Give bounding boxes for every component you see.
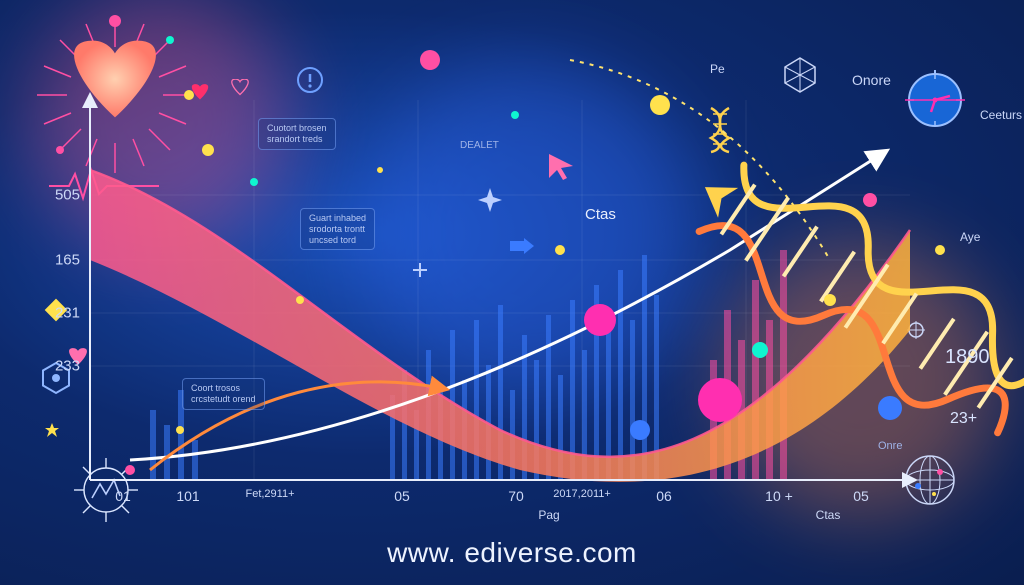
x-tick: 101 <box>176 488 199 504</box>
annotation-box: Guart inhabedsrodorta tronttuncsed tord <box>300 208 375 250</box>
footer-url: www. ediverse.com <box>387 537 637 569</box>
infographic-canvas: 505 165 231 233 01 101 Fet,2911+ 05 70 2… <box>0 0 1024 585</box>
decor-dot <box>824 294 836 306</box>
float-label: Pe <box>710 62 725 76</box>
x-tick: Fet,2911+ <box>245 488 294 500</box>
x-tick: 05 <box>853 488 869 504</box>
decor-dot <box>752 342 768 358</box>
float-label: 1890 <box>945 346 990 369</box>
y-tick: 505 <box>55 187 80 204</box>
decor-dot <box>202 144 214 156</box>
decor-dot <box>511 111 519 119</box>
decor-dot <box>125 465 135 475</box>
decor-dot <box>863 193 877 207</box>
x-tick: 01 <box>115 488 131 504</box>
decor-dot <box>698 378 742 422</box>
float-label: Ceeturs <box>980 108 1022 122</box>
x-tick: 06 <box>656 488 672 504</box>
decor-dot <box>555 245 565 255</box>
clock-icon <box>905 70 965 130</box>
float-label: DEALET <box>460 140 499 151</box>
decor-dot <box>630 420 650 440</box>
y-tick: 165 <box>55 252 80 269</box>
x-sub-label: Pag <box>538 508 559 522</box>
annotation-box: Cuotort brosensrandort treds <box>258 118 336 150</box>
star-icon <box>44 422 60 438</box>
decor-dot <box>935 245 945 255</box>
alert-circle-icon <box>296 66 324 94</box>
decor-dot <box>650 95 670 115</box>
float-label: Onre <box>878 440 902 452</box>
annotation-box: Coort trososcrcstetudt orend <box>182 378 265 410</box>
float-label: Onore <box>852 72 891 88</box>
dna-helix-icon <box>740 130 960 440</box>
heart-outline-icon <box>229 79 251 101</box>
x-tick: 10 + <box>765 488 793 504</box>
x-tick: 05 <box>394 488 410 504</box>
decor-dot <box>878 396 902 420</box>
decor-dot <box>176 426 184 434</box>
y-tick: 231 <box>55 305 80 322</box>
decor-dot <box>250 178 258 186</box>
polyhedron-icon <box>781 56 819 94</box>
decor-dot <box>584 304 616 336</box>
decor-dot <box>377 167 383 173</box>
float-label: 23+ <box>950 410 977 428</box>
y-tick: 233 <box>55 358 80 375</box>
decor-dot <box>296 296 304 304</box>
float-label: Ctas <box>585 206 616 223</box>
globe-icon <box>902 452 958 508</box>
x-tick: 2017,2011+ <box>553 488 611 500</box>
decor-dot <box>420 50 440 70</box>
x-tick: 70 <box>508 488 524 504</box>
x-sub-label: Ctas <box>816 508 841 522</box>
float-label: Aye <box>960 230 980 244</box>
